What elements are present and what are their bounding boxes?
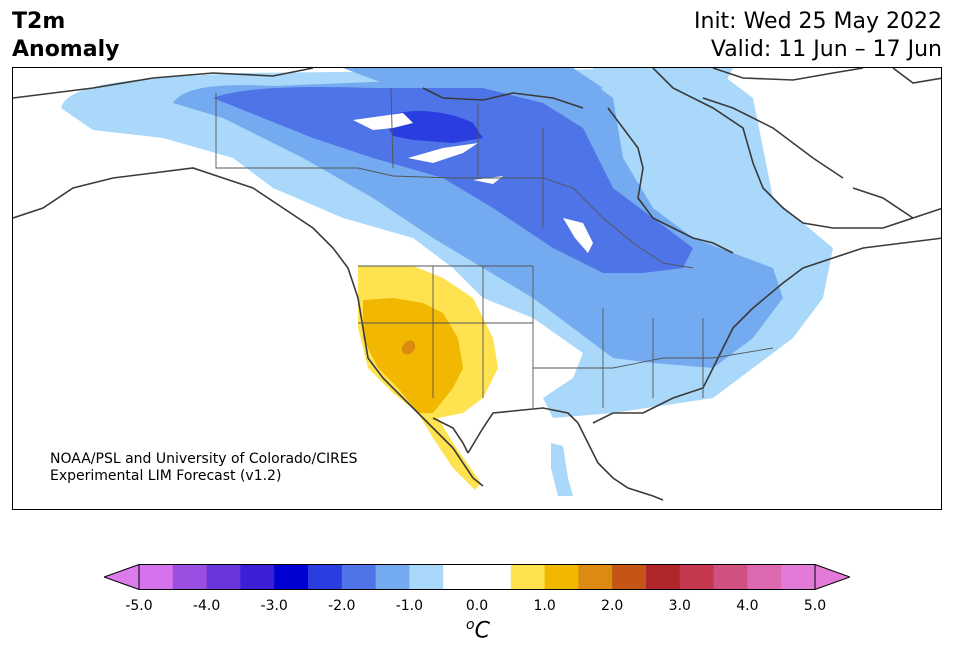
colorbar-segment	[544, 564, 579, 590]
colorbar-tick-label: 2.0	[601, 598, 624, 614]
dark-orange-spot	[401, 340, 416, 355]
colorbar-unit: oC	[466, 617, 490, 643]
orange-region	[363, 298, 463, 413]
colorbar-segment	[612, 564, 647, 590]
colorbar	[104, 564, 850, 590]
white-lake-1	[353, 113, 413, 130]
title-line-1: T2m	[12, 9, 66, 34]
colorbar-segment	[713, 564, 748, 590]
colorbar-tick-label: -1.0	[395, 598, 424, 614]
colorbar-segment	[409, 564, 444, 590]
white-lake-4	[563, 218, 593, 253]
colorbar-segment	[375, 564, 410, 590]
colorbar-min-extension	[104, 564, 140, 590]
colorbar-segment	[747, 564, 782, 590]
colorbar-tick-label: 1.0	[533, 598, 556, 614]
colorbar-segment	[308, 564, 343, 590]
init-date: Init: Wed 25 May 2022	[694, 9, 942, 34]
colorbar-segment	[139, 564, 174, 590]
map-svg	[13, 68, 941, 501]
unit-superscript: o	[466, 617, 475, 633]
colorbar-segment	[781, 564, 816, 590]
light-blue-east	[593, 68, 733, 178]
colorbar-tick-label: -4.0	[192, 598, 221, 614]
colorbar-segment	[679, 564, 715, 590]
colorbar-max-extension	[814, 564, 850, 590]
colorbar-segment	[646, 564, 681, 590]
light-blue-mexico	[551, 443, 573, 496]
anomaly-map: NOAA/PSL and University of Colorado/CIRE…	[12, 67, 942, 510]
colorbar-segment	[274, 564, 309, 590]
unit-base: C	[474, 618, 490, 644]
colorbar-segment	[510, 564, 546, 590]
colorbar-segment	[578, 564, 613, 590]
anomaly-fills	[61, 68, 833, 496]
colorbar-tick-label: 5.0	[803, 598, 827, 614]
colorbar-tick-label: 3.0	[668, 598, 691, 614]
colorbar-tick-label: -5.0	[125, 598, 153, 614]
colorbar-border	[138, 564, 816, 590]
credit-text: NOAA/PSL and University of Colorado/CIRE…	[50, 451, 358, 485]
coastlines	[13, 68, 941, 501]
colorbar-tick-label: -3.0	[260, 598, 288, 614]
colorbar-tick-label: 0.0	[465, 598, 489, 614]
map-title: T2m Anomaly	[12, 8, 119, 64]
colorbar-segment	[172, 564, 208, 590]
colorbar-segment	[477, 564, 512, 590]
title-line-2: Anomaly	[12, 37, 120, 62]
colorbar-segment	[206, 564, 241, 590]
colorbar-segment	[240, 564, 275, 590]
medium-blue-region	[173, 68, 783, 368]
credit-line-1: NOAA/PSL and University of Colorado/CIRE…	[50, 451, 358, 467]
borders	[215, 87, 774, 408]
colorbar-tick-label: 4.0	[736, 598, 759, 614]
colorbar-segment	[443, 564, 478, 590]
forecast-dates: Init: Wed 25 May 2022 Valid: 11 Jun – 17…	[694, 8, 942, 64]
medium-blue-north	[343, 68, 603, 98]
colorbar-tick-label: -2.0	[328, 598, 356, 614]
colorbar-segment	[341, 564, 377, 590]
credit-line-2: Experimental LIM Forecast (v1.2)	[50, 468, 282, 484]
valid-range: Valid: 11 Jun – 17 Jun	[710, 37, 942, 62]
white-lake-2	[408, 143, 478, 163]
